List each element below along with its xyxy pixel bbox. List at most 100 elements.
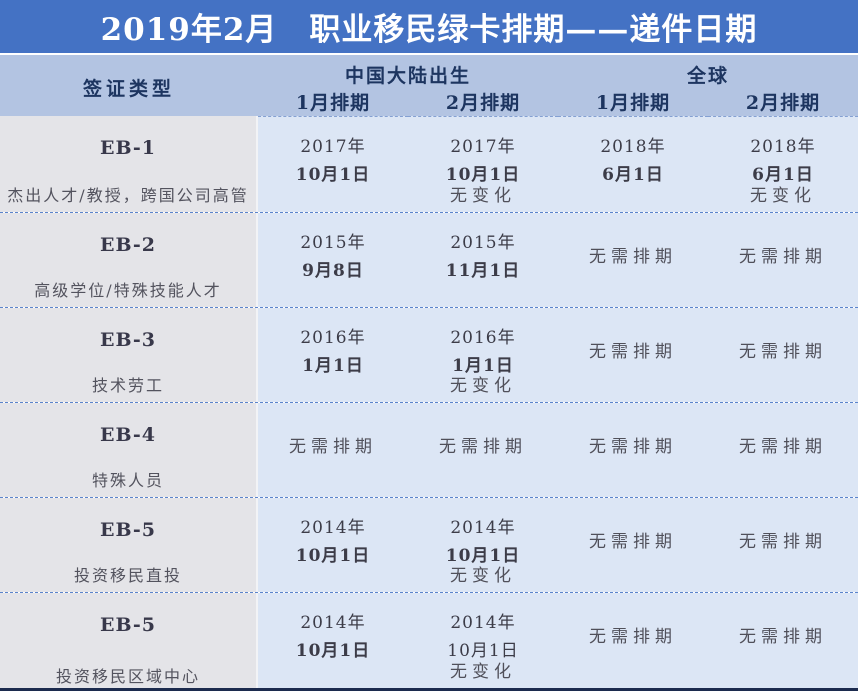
page-title: 2019年2月 职业移民绿卡排期——递件日期 [0,0,858,55]
schedule-cell: 无需排期 [708,593,858,688]
cell-year: 2014年 [300,518,366,538]
cell-status: 无需排期 [289,437,377,457]
table-row-eb1: EB-1 杰出人才/教授，跨国公司高管 2017年 10月1日 2017年 10… [0,116,858,213]
visa-category-label: EB-2 [100,234,156,256]
visa-category-subtitle: 投资移民区域中心 [55,667,200,686]
schedule-cell: 无需排期 [558,593,708,688]
visa-category-subtitle: 特殊人员 [91,471,164,490]
visa-category-subtitle: 技术劳工 [91,376,164,395]
schedule-cell: 2017年 10月1日 [258,116,408,212]
table-row-eb4: EB-4 特殊人员 无需排期 无需排期 无需排期 无需排期 [0,403,858,498]
schedule-cell: 无需排期 [258,403,408,497]
cell-note: 无变化 [450,566,516,586]
cell-status: 无需排期 [589,437,677,457]
group-label-worldwide: 全球 [686,65,729,87]
table-row-eb5-regional: EB-5 投资移民区域中心 2014年 10月1日 2014年 10月1日 无变… [0,593,858,688]
schedule-cell: 无需排期 [558,308,708,402]
cell-date: 6月1日 [602,165,664,185]
cell-status: 无需排期 [739,627,827,647]
bottom-border-bar [0,688,858,691]
cell-date: 1月1日 [452,356,514,376]
table-header: 签证类型 中国大陆出生 1月排期 2月排期 全球 1月排期 2月排期 [0,55,858,116]
cell-status: 无需排期 [589,532,677,552]
schedule-cell: 无需排期 [408,403,558,497]
cell-note: 无变化 [450,376,516,396]
schedule-cell: 无需排期 [708,308,858,402]
cell-date: 10月1日 [295,165,371,185]
subheader-china-feb: 2月排期 [445,92,521,114]
cell-date: 1月1日 [302,356,364,376]
visa-category-cell: EB-5 投资移民直投 [0,498,258,592]
visa-category-subtitle: 杰出人才/教授，跨国公司高管 [7,186,249,205]
cell-year: 2014年 [450,613,516,633]
cell-year: 2016年 [450,328,516,348]
subheader-worldwide-jan: 1月排期 [595,92,671,114]
cell-status: 无需排期 [589,342,677,362]
cell-year: 2015年 [450,233,516,253]
cell-year: 2016年 [300,328,366,348]
visa-category-label: EB-1 [100,137,156,159]
cell-status: 无需排期 [439,437,527,457]
cell-year: 2014年 [450,518,516,538]
visa-category-cell: EB-4 特殊人员 [0,403,258,497]
table-row-eb3: EB-3 技术劳工 2016年 1月1日 2016年 1月1日 无变化 无需排期… [0,308,858,403]
visa-category-cell: EB-3 技术劳工 [0,308,258,402]
table-row-eb2: EB-2 高级学位/特殊技能人才 2015年 9月8日 2015年 11月1日 … [0,213,858,308]
column-group-china: 中国大陆出生 1月排期 2月排期 [258,55,558,119]
schedule-cell: 2014年 10月1日 无变化 [408,593,558,688]
schedule-cell: 无需排期 [708,498,858,592]
cell-date: 10月1日 [445,546,521,566]
schedule-cell: 2015年 9月8日 [258,213,408,307]
cell-date: 10月1日 [295,546,371,566]
schedule-cell: 2014年 10月1日 [258,593,408,688]
schedule-cell: 2018年 6月1日 无变化 [708,116,858,212]
cell-status: 无需排期 [589,627,677,647]
cell-status: 无需排期 [739,247,827,267]
schedule-cell: 无需排期 [558,498,708,592]
cell-year: 2017年 [450,137,516,157]
cell-date: 6月1日 [752,165,814,185]
schedule-cell: 2017年 10月1日 无变化 [408,116,558,212]
column-header-visa-type: 签证类型 [82,77,175,100]
subheader-china-jan: 1月排期 [295,92,371,114]
cell-year: 2018年 [600,137,666,157]
schedule-cell: 无需排期 [558,403,708,497]
visa-category-cell: EB-1 杰出人才/教授，跨国公司高管 [0,116,258,212]
cell-year: 2015年 [300,233,366,253]
cell-date: 11月1日 [445,261,521,281]
visa-category-subtitle: 投资移民直投 [73,566,182,585]
table-body: EB-1 杰出人才/教授，跨国公司高管 2017年 10月1日 2017年 10… [0,116,858,688]
cell-year: 2018年 [750,137,816,157]
visa-category-subtitle: 高级学位/特殊技能人才 [34,281,222,300]
cell-year: 2017年 [300,137,366,157]
visa-category-label: EB-5 [100,519,156,541]
schedule-cell: 无需排期 [558,213,708,307]
visa-category-cell: EB-2 高级学位/特殊技能人才 [0,213,258,307]
schedule-cell: 2014年 10月1日 无变化 [408,498,558,592]
cell-date: 10月1日 [447,641,519,661]
schedule-cell: 无需排期 [708,213,858,307]
cell-status: 无需排期 [739,342,827,362]
group-label-china: 中国大陆出生 [344,65,471,87]
cell-date: 10月1日 [295,641,371,661]
table-row-eb5-direct: EB-5 投资移民直投 2014年 10月1日 2014年 10月1日 无变化 … [0,498,858,593]
cell-note: 无变化 [450,186,516,206]
subheader-worldwide-feb: 2月排期 [745,92,821,114]
cell-year: 2014年 [300,613,366,633]
schedule-cell: 2015年 11月1日 [408,213,558,307]
cell-status: 无需排期 [739,532,827,552]
schedule-cell: 2014年 10月1日 [258,498,408,592]
cell-status: 无需排期 [589,247,677,267]
cell-date: 9月8日 [302,261,364,281]
cell-note: 无变化 [750,186,816,206]
schedule-cell: 2016年 1月1日 [258,308,408,402]
cell-status: 无需排期 [739,437,827,457]
visa-category-label: EB-3 [100,329,156,351]
visa-category-cell: EB-5 投资移民区域中心 [0,593,258,688]
cell-date: 10月1日 [445,165,521,185]
cell-note: 无变化 [450,662,516,682]
column-group-worldwide: 全球 1月排期 2月排期 [558,55,858,119]
visa-category-label: EB-4 [100,424,156,446]
visa-category-label: EB-5 [100,614,156,636]
